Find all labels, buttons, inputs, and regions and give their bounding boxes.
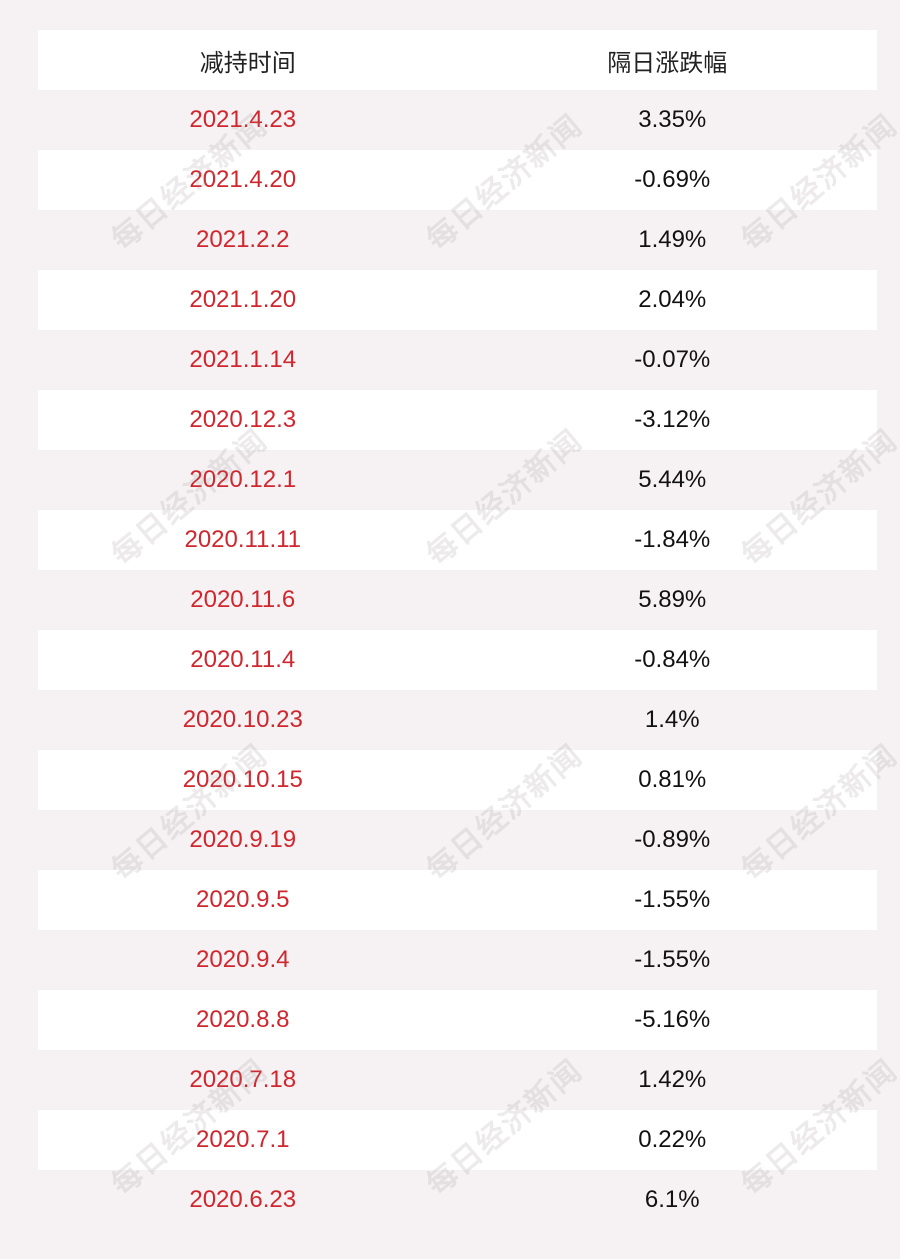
- table-row: 2020.10.15 0.81%: [38, 750, 877, 810]
- table-row: 2021.1.14 -0.07%: [38, 330, 877, 390]
- table-row: 2020.12.3 -3.12%: [38, 390, 877, 450]
- table-header-row: 减持时间 隔日涨跌幅: [38, 30, 877, 90]
- table-row: 2020.7.1 0.22%: [38, 1110, 877, 1170]
- date-cell: 2020.7.1: [196, 1126, 290, 1153]
- date-cell: 2020.9.5: [196, 886, 290, 913]
- table-row: 2020.8.8 -5.16%: [38, 990, 877, 1050]
- header-date: 减持时间: [199, 49, 296, 77]
- date-cell: 2020.8.8: [196, 1006, 290, 1033]
- reduction-table: 减持时间 隔日涨跌幅 2021.4.23 3.35% 2021.4.20 -0.69%…: [38, 30, 877, 1230]
- table-row: 2020.9.19 -0.89%: [38, 810, 877, 870]
- change-cell: 5.89%: [638, 586, 707, 613]
- date-cell: 2020.10.23: [182, 706, 303, 733]
- table-row: 2020.11.11 -1.84%: [38, 510, 877, 570]
- date-cell: 2021.1.20: [189, 286, 297, 313]
- change-cell: 1.4%: [644, 706, 700, 733]
- change-cell: -1.55%: [634, 886, 711, 913]
- date-cell: 2021.2.2: [196, 226, 290, 253]
- table-row: 2020.11.6 5.89%: [38, 570, 877, 630]
- table-row: 2020.6.23 6.1%: [38, 1170, 877, 1230]
- table-row: 2021.4.20 -0.69%: [38, 150, 877, 210]
- table-row: 2020.11.4 -0.84%: [38, 630, 877, 690]
- date-cell: 2020.9.19: [189, 826, 297, 853]
- change-cell: 1.42%: [638, 1066, 707, 1093]
- change-cell: 0.22%: [638, 1126, 707, 1153]
- change-cell: 2.04%: [638, 286, 707, 313]
- table-row: 2020.9.5 -1.55%: [38, 870, 877, 930]
- table-body: 2021.4.23 3.35% 2021.4.20 -0.69% 2021.2.2 1.4…: [38, 90, 877, 1230]
- change-cell: 6.1%: [644, 1186, 700, 1213]
- change-cell: 1.49%: [638, 226, 707, 253]
- date-cell: 2021.1.14: [189, 346, 297, 373]
- table-row: 2020.7.18 1.42%: [38, 1050, 877, 1110]
- date-cell: 2020.10.15: [182, 766, 303, 793]
- date-cell: 2020.12.1: [189, 466, 297, 493]
- date-cell: 2021.4.20: [189, 166, 297, 193]
- change-cell: 0.81%: [638, 766, 707, 793]
- change-cell: -0.84%: [634, 646, 711, 673]
- date-cell: 2020.11.6: [190, 586, 296, 613]
- date-cell: 2020.9.4: [196, 946, 290, 973]
- change-cell: -3.12%: [634, 406, 711, 433]
- table-row: 2020.12.1 5.44%: [38, 450, 877, 510]
- change-cell: -1.84%: [634, 526, 711, 553]
- table-row: 2020.9.4 -1.55%: [38, 930, 877, 990]
- change-cell: -1.55%: [634, 946, 711, 973]
- change-cell: 3.35%: [638, 106, 707, 133]
- date-cell: 2021.4.23: [189, 106, 297, 133]
- date-cell: 2020.12.3: [189, 406, 297, 433]
- header-change: 隔日涨跌幅: [607, 49, 728, 77]
- table-row: 2020.10.23 1.4%: [38, 690, 877, 750]
- change-cell: 5.44%: [638, 466, 707, 493]
- table-row: 2021.4.23 3.35%: [38, 90, 877, 150]
- change-cell: -0.89%: [634, 826, 711, 853]
- change-cell: -5.16%: [634, 1006, 711, 1033]
- change-cell: -0.07%: [634, 346, 711, 373]
- table-row: 2021.2.2 1.49%: [38, 210, 877, 270]
- change-cell: -0.69%: [634, 166, 711, 193]
- date-cell: 2020.7.18: [189, 1066, 297, 1093]
- date-cell: 2020.11.11: [184, 526, 302, 553]
- table-row: 2021.1.20 2.04%: [38, 270, 877, 330]
- date-cell: 2020.11.4: [190, 646, 296, 673]
- date-cell: 2020.6.23: [189, 1186, 297, 1213]
